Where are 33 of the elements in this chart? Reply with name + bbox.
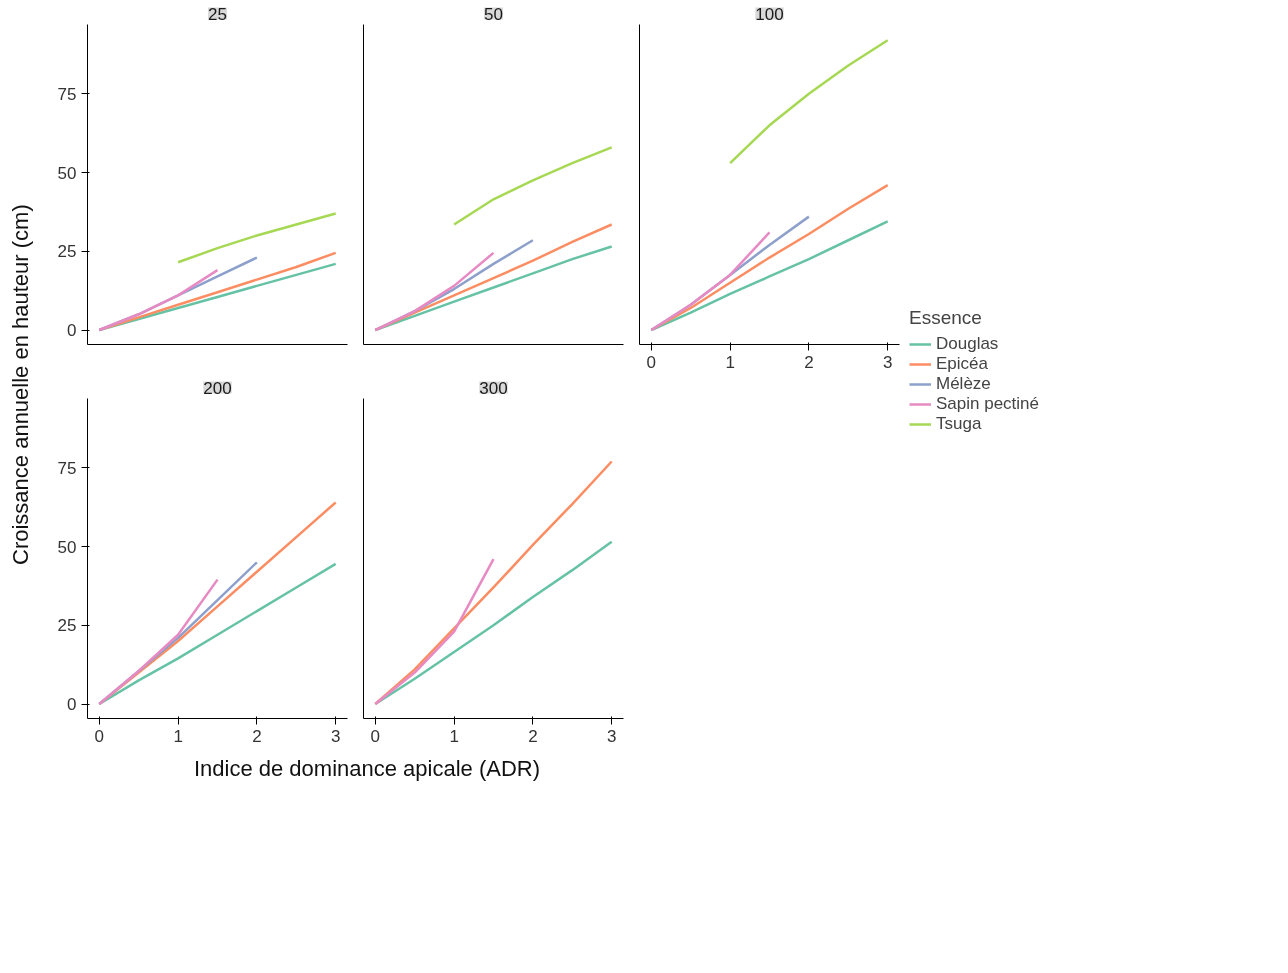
x-tick-label: 0 (370, 726, 381, 746)
chart-title: 25 (208, 4, 227, 24)
legend-title: Essence (909, 307, 983, 329)
chart-title: 200 (203, 378, 232, 398)
chart-title: 300 (479, 378, 508, 398)
y-axis-title: Croissance annuelle en hauteur (cm) (7, 204, 35, 566)
x-tick-label: 1 (173, 726, 183, 746)
x-tick-label: 1 (725, 352, 735, 372)
chart-title: 50 (484, 4, 503, 24)
legend-label: Sapin pectiné (936, 394, 1040, 414)
y-tick-label: 25 (57, 242, 77, 262)
x-tick-label: 2 (252, 726, 262, 746)
x-tick-label: 0 (646, 352, 657, 372)
y-tick-label: 0 (67, 321, 77, 341)
x-tick-label: 3 (606, 726, 617, 746)
chart-title: 100 (755, 4, 784, 24)
y-tick-label: 25 (57, 616, 77, 636)
y-tick-label: 75 (57, 458, 77, 478)
x-tick-label: 0 (94, 726, 105, 746)
y-tick-label: 50 (57, 163, 77, 183)
x-tick-label: 2 (804, 352, 814, 372)
x-tick-label: 1 (449, 726, 459, 746)
x-tick-label: 3 (330, 726, 341, 746)
legend-label: Douglas (936, 334, 999, 354)
y-tick-label: 75 (57, 84, 77, 104)
legend-label: Mélèze (936, 374, 991, 394)
y-tick-label: 0 (67, 695, 77, 715)
x-tick-label: 3 (882, 352, 893, 372)
legend-label: Tsuga (936, 414, 982, 434)
x-tick-label: 2 (528, 726, 538, 746)
x-axis-title: Indice de dominance apicale (ADR) (193, 755, 541, 783)
y-tick-label: 50 (57, 537, 77, 557)
legend-label: Epicéa (936, 354, 988, 374)
